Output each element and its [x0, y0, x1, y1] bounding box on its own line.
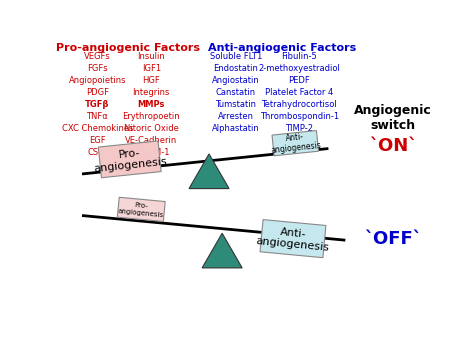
Text: Soluble FLT1: Soluble FLT1 [210, 52, 262, 61]
Text: PECAM-1: PECAM-1 [133, 148, 170, 157]
Polygon shape [202, 233, 242, 268]
Text: Fibulin-5: Fibulin-5 [281, 52, 317, 61]
Text: Pro-
angiogenesis: Pro- angiogenesis [118, 201, 165, 218]
Text: `ON`: `ON` [369, 137, 417, 155]
Text: `OFF`: `OFF` [364, 230, 422, 248]
Text: Pro-angiogenic Factors: Pro-angiogenic Factors [56, 43, 200, 53]
Text: Thrombospondin-1: Thrombospondin-1 [260, 112, 339, 121]
Text: MMPs: MMPs [137, 100, 165, 109]
Text: EGF: EGF [89, 136, 106, 145]
Text: Angiopoietins: Angiopoietins [69, 76, 126, 85]
Text: Endostatin: Endostatin [214, 64, 258, 73]
Polygon shape [98, 141, 161, 178]
Polygon shape [189, 154, 229, 189]
Text: TGFβ: TGFβ [85, 100, 109, 109]
Text: Angiogenic
switch: Angiogenic switch [354, 104, 432, 132]
Text: HGF: HGF [142, 76, 160, 85]
Text: VE-Cadherin: VE-Cadherin [125, 136, 177, 145]
Text: Pro-
angiogenesis: Pro- angiogenesis [92, 145, 167, 174]
Text: CXC Chemokines: CXC Chemokines [62, 124, 133, 133]
Text: 2-methoxyestradiol: 2-methoxyestradiol [258, 64, 340, 73]
Text: TIMP-2: TIMP-2 [285, 124, 313, 133]
Polygon shape [272, 130, 319, 156]
Text: Arresten: Arresten [218, 112, 254, 121]
Text: Anti-
angiogenesis: Anti- angiogenesis [269, 131, 321, 155]
Text: Integrins: Integrins [133, 88, 170, 97]
Text: IGF1: IGF1 [142, 64, 161, 73]
Text: PEDF: PEDF [288, 76, 310, 85]
Text: Insulin: Insulin [137, 52, 165, 61]
Text: Tetrahydrocortisol: Tetrahydrocortisol [261, 100, 337, 109]
Text: Anti-angiogenic Factors: Anti-angiogenic Factors [208, 43, 356, 53]
Polygon shape [260, 220, 326, 258]
Text: FGFs: FGFs [87, 64, 108, 73]
Text: Erythropoetin: Erythropoetin [122, 112, 180, 121]
Text: Tumstatin: Tumstatin [216, 100, 256, 109]
Text: VEGFs: VEGFs [84, 52, 111, 61]
Text: Platelet Factor 4: Platelet Factor 4 [265, 88, 333, 97]
Text: Alphastatin: Alphastatin [212, 124, 260, 133]
Text: Nitoric Oxide: Nitoric Oxide [124, 124, 179, 133]
Text: Anti-
angiogenesis: Anti- angiogenesis [255, 225, 331, 253]
Text: TNFα: TNFα [87, 112, 108, 121]
Text: Angiostatin: Angiostatin [212, 76, 260, 85]
Polygon shape [118, 197, 165, 221]
Text: PDGF: PDGF [86, 88, 109, 97]
Text: CSFs: CSFs [87, 148, 108, 157]
Text: Canstatin: Canstatin [216, 88, 256, 97]
